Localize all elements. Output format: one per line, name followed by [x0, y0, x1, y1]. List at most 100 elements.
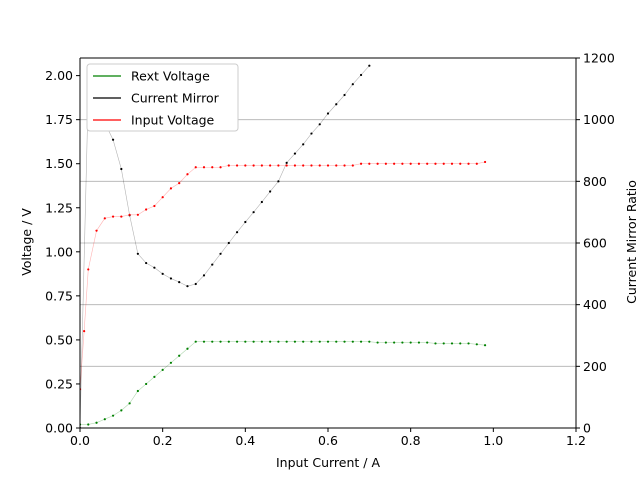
- data-point-input-voltage: [153, 204, 156, 208]
- data-point-rext-voltage: [467, 342, 470, 345]
- y-tick-label: 1.25: [45, 200, 73, 215]
- data-point-input-voltage: [260, 164, 263, 167]
- x-tick-label: 0.4: [235, 433, 255, 448]
- data-point-input-voltage: [393, 162, 396, 165]
- data-point-input-voltage: [401, 162, 404, 165]
- data-point-rext-voltage: [252, 340, 255, 343]
- x-tick-label: 1.0: [483, 433, 503, 448]
- data-point-rext-voltage: [475, 343, 478, 346]
- data-point-current-mirror: [227, 241, 230, 245]
- data-point-current-mirror: [326, 112, 330, 115]
- data-point-current-mirror: [111, 138, 115, 141]
- data-point-current-mirror: [359, 73, 363, 77]
- y-tick-label: 1.00: [45, 244, 73, 259]
- data-point-rext-voltage: [153, 375, 156, 379]
- data-point-input-voltage: [368, 162, 371, 165]
- data-point-current-mirror: [153, 266, 156, 269]
- data-point-input-voltage: [467, 162, 470, 165]
- data-point-input-voltage: [235, 164, 239, 167]
- data-point-rext-voltage: [194, 340, 197, 343]
- data-point-input-voltage: [450, 162, 454, 165]
- data-point-rext-voltage: [318, 340, 321, 343]
- y2-tick-label: 1000: [583, 112, 615, 127]
- series-input-voltage: [80, 160, 487, 391]
- data-point-current-mirror: [178, 281, 181, 284]
- data-point-rext-voltage: [227, 340, 230, 343]
- data-point-input-voltage: [87, 268, 90, 271]
- x-tick-label: 0.2: [153, 433, 173, 448]
- y2-tick-label: 200: [583, 359, 607, 374]
- data-point-rext-voltage: [417, 341, 421, 344]
- data-point-rext-voltage: [277, 340, 280, 343]
- x-tick-label: 0.8: [401, 433, 421, 448]
- data-point-rext-voltage: [359, 340, 363, 343]
- data-point-rext-voltage: [103, 418, 106, 421]
- data-point-input-voltage: [269, 164, 272, 167]
- data-point-input-voltage: [417, 162, 421, 165]
- data-point-rext-voltage: [335, 340, 338, 343]
- data-point-rext-voltage: [450, 342, 454, 345]
- data-point-input-voltage: [318, 164, 321, 167]
- data-point-rext-voltage: [87, 423, 90, 426]
- data-point-input-voltage: [351, 164, 354, 167]
- data-point-input-voltage: [169, 187, 173, 190]
- x-tick-label: 0.0: [70, 433, 90, 448]
- data-point-rext-voltage: [178, 354, 181, 357]
- legend-box: [86, 63, 239, 132]
- data-point-current-mirror: [302, 143, 305, 146]
- data-point-rext-voltage: [211, 340, 214, 343]
- y2-tick-label: 1200: [583, 51, 615, 66]
- data-point-rext-voltage: [219, 340, 222, 343]
- y-tick-label: 0.00: [45, 421, 73, 436]
- data-point-input-voltage: [459, 162, 462, 165]
- data-point-input-voltage: [442, 162, 445, 165]
- data-point-input-voltage: [475, 162, 478, 165]
- data-point-current-mirror: [277, 180, 280, 183]
- data-point-input-voltage: [252, 164, 255, 167]
- data-point-rext-voltage: [169, 361, 173, 364]
- data-point-input-voltage: [483, 160, 487, 164]
- data-point-current-mirror: [120, 167, 123, 171]
- data-point-input-voltage: [335, 164, 338, 167]
- data-point-current-mirror: [235, 231, 239, 234]
- data-point-rext-voltage: [459, 342, 462, 345]
- data-point-input-voltage: [211, 166, 214, 169]
- data-point-current-mirror: [269, 190, 272, 193]
- data-point-input-voltage: [293, 164, 297, 167]
- data-point-input-voltage: [178, 181, 181, 185]
- data-point-current-mirror: [145, 261, 148, 265]
- data-point-input-voltage: [186, 173, 189, 176]
- data-point-input-voltage: [343, 164, 346, 167]
- data-point-rext-voltage: [426, 341, 429, 344]
- data-point-input-voltage: [302, 164, 305, 167]
- data-point-rext-voltage: [351, 340, 354, 343]
- data-point-rext-voltage: [401, 341, 404, 344]
- data-point-input-voltage: [426, 162, 429, 165]
- data-point-rext-voltage: [136, 389, 139, 393]
- data-point-input-voltage: [95, 229, 98, 232]
- data-point-rext-voltage: [442, 342, 445, 345]
- y-tick-label: 0.50: [45, 332, 73, 347]
- data-point-rext-voltage: [483, 344, 487, 347]
- series-current-mirror: [80, 64, 371, 428]
- data-point-current-mirror: [252, 211, 255, 214]
- data-point-input-voltage: [83, 329, 86, 333]
- x-tick-label: 1.2: [566, 433, 586, 448]
- y-tick-label: 1.50: [45, 156, 73, 171]
- y2-tick-label: 400: [583, 297, 607, 312]
- data-point-rext-voltage: [343, 340, 346, 343]
- legend-label: Rext Voltage: [131, 69, 210, 84]
- data-point-input-voltage: [194, 166, 197, 169]
- data-point-input-voltage: [285, 164, 288, 167]
- series-line-current-mirror: [80, 65, 370, 428]
- data-point-current-mirror: [219, 252, 222, 255]
- data-point-rext-voltage: [161, 368, 164, 371]
- data-point-input-voltage: [409, 162, 412, 165]
- data-point-current-mirror: [335, 103, 338, 106]
- y-tick-label: 1.75: [45, 112, 73, 127]
- legend: Rext Voltage Current Mirror Input Voltage: [86, 63, 239, 132]
- y2-tick-label: 0: [583, 421, 591, 436]
- data-point-input-voltage: [128, 213, 131, 216]
- y-axis-label: Voltage / V: [19, 208, 34, 276]
